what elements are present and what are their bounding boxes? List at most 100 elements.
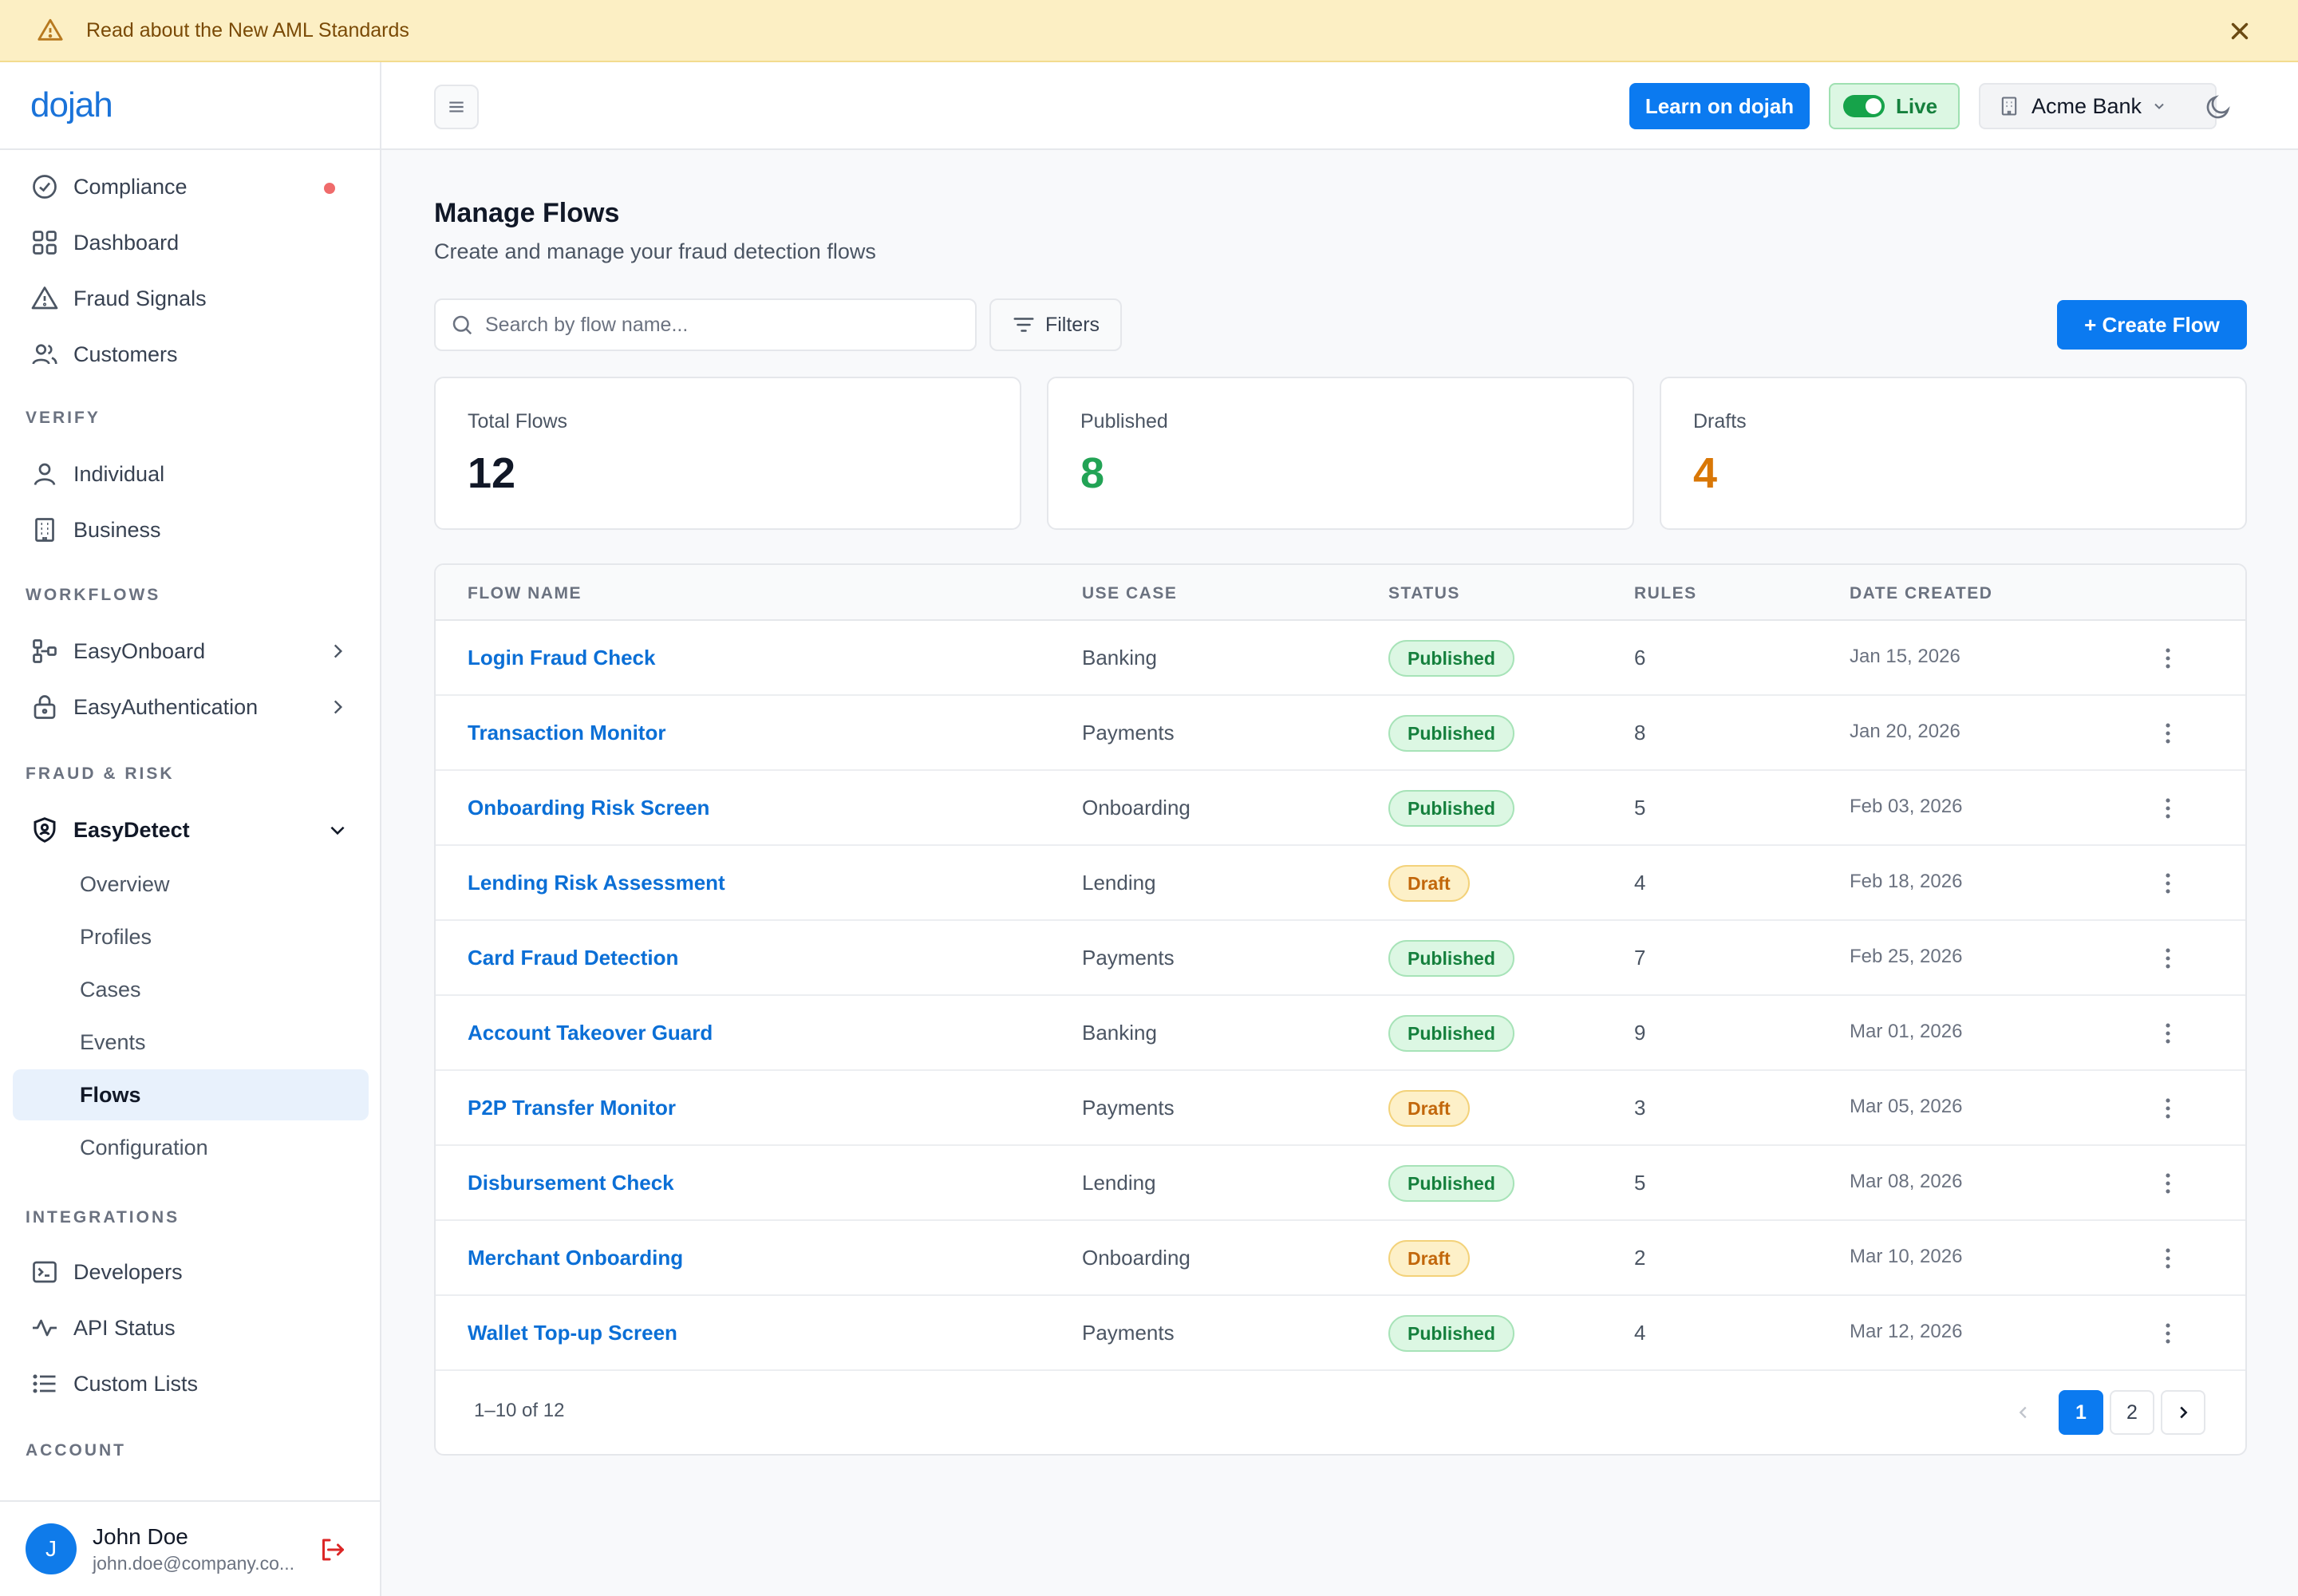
sidebar-subitem-events[interactable]: Events xyxy=(80,1029,146,1054)
sidebar-item-individual[interactable]: Individual xyxy=(13,448,369,500)
more-options-icon[interactable] xyxy=(2154,645,2182,672)
flow-name-link[interactable]: Merchant Onboarding xyxy=(468,1246,684,1270)
column-header-date-created[interactable]: DATE CREATED xyxy=(1850,584,1993,602)
sidebar-subitem-cases[interactable]: Cases xyxy=(80,977,141,1001)
sidebar-item-developers[interactable]: Developers xyxy=(13,1246,369,1298)
organization-select[interactable]: Acme Bank xyxy=(1979,83,2217,129)
sidebar-item-label: Customers xyxy=(73,342,178,366)
more-options-icon[interactable] xyxy=(2154,1245,2182,1272)
table-row[interactable]: Card Fraud Detection Payments Published 7 Fe… xyxy=(436,921,2245,996)
table-footer: 1–10 of 12 1 2 xyxy=(436,1369,2245,1454)
search-input[interactable] xyxy=(485,313,948,337)
sidebar-item-custom-lists[interactable]: Custom Lists xyxy=(13,1358,369,1409)
banner-link[interactable]: Read about the New AML Standards xyxy=(86,18,409,41)
sidebar-item-label: Developers xyxy=(73,1259,183,1284)
page-button-1[interactable]: 1 xyxy=(2059,1390,2103,1435)
create-flow-button[interactable]: + Create Flow xyxy=(2057,300,2247,350)
more-options-icon[interactable] xyxy=(2154,1320,2182,1347)
filters-button[interactable]: Filters xyxy=(989,298,1122,351)
flow-name-link[interactable]: Disbursement Check xyxy=(468,1171,674,1195)
flow-name-link[interactable]: Onboarding Risk Screen xyxy=(468,796,710,820)
flow-name-link[interactable]: Login Fraud Check xyxy=(468,646,656,670)
column-header-use-case[interactable]: USE CASE xyxy=(1082,584,1178,602)
stat-card-published: Published 8 xyxy=(1047,377,1634,530)
page-button-2[interactable]: 2 xyxy=(2110,1390,2154,1435)
sidebar-item-customers[interactable]: Customers xyxy=(13,329,369,380)
close-icon[interactable] xyxy=(2226,18,2253,45)
sidebar-item-fraud-signals[interactable]: Fraud Signals xyxy=(13,273,369,324)
sidebar-subitem-overview[interactable]: Overview xyxy=(80,871,170,896)
filter-icon xyxy=(1013,318,1034,332)
more-options-icon[interactable] xyxy=(2154,945,2182,972)
main-content: Manage Flows Create and manage your frau… xyxy=(381,150,2298,1596)
chevron-right-icon xyxy=(334,644,343,658)
status-badge: Published xyxy=(1388,790,1514,827)
organization-name: Acme Bank xyxy=(2031,93,2142,118)
more-options-icon[interactable] xyxy=(2154,870,2182,897)
table-row[interactable]: Login Fraud Check Banking Published 6 Jan 15… xyxy=(436,621,2245,696)
sidebar-item-label: Business xyxy=(73,517,161,542)
date-created-cell: Jan 15, 2026 xyxy=(1850,646,1960,667)
building-icon xyxy=(2001,97,2017,116)
rules-count-cell: 9 xyxy=(1634,1021,1646,1045)
sidebar-item-easyauthentication[interactable]: EasyAuthentication xyxy=(13,681,369,733)
date-created-cell: Feb 03, 2026 xyxy=(1850,796,1963,817)
status-badge: Draft xyxy=(1388,1090,1470,1127)
flow-name-link[interactable]: Lending Risk Assessment xyxy=(468,871,725,895)
flow-name-link[interactable]: Card Fraud Detection xyxy=(468,946,679,970)
more-options-icon[interactable] xyxy=(2154,795,2182,822)
notification-dot xyxy=(324,183,335,194)
table-row[interactable]: Onboarding Risk Screen Onboarding Publishe… xyxy=(436,771,2245,846)
sidebar-item-dashboard[interactable]: Dashboard xyxy=(13,217,369,268)
warning-icon xyxy=(31,286,58,310)
column-header-rules[interactable]: RULES xyxy=(1634,584,1697,602)
sidebar-subitem-configuration[interactable]: Configuration xyxy=(80,1135,208,1159)
table-row[interactable]: Lending Risk Assessment Lending Draft 4 Feb … xyxy=(436,846,2245,921)
stat-label: Total Flows xyxy=(468,410,568,433)
use-case-cell: Banking xyxy=(1082,1021,1157,1045)
prev-page-button[interactable] xyxy=(2001,1390,2046,1435)
sidebar-item-label: EasyOnboard xyxy=(73,638,206,663)
rules-count-cell: 3 xyxy=(1634,1096,1646,1120)
more-options-icon[interactable] xyxy=(2154,720,2182,747)
table-row[interactable]: Merchant Onboarding Onboarding Draft 2 Mar 1… xyxy=(436,1221,2245,1296)
sidebar-item-easyonboard[interactable]: EasyOnboard xyxy=(13,626,369,677)
status-badge: Published xyxy=(1388,715,1514,752)
sidebar-item-easydetect[interactable]: EasyDetect xyxy=(13,804,369,855)
table-row[interactable]: P2P Transfer Monitor Payments Draft 3 Mar 05… xyxy=(436,1071,2245,1146)
building-icon xyxy=(35,518,54,542)
warning-icon xyxy=(38,18,63,41)
section-verify: VERIFY xyxy=(26,409,101,427)
flow-icon xyxy=(33,639,57,663)
flow-name-link[interactable]: Account Takeover Guard xyxy=(468,1021,713,1045)
flow-name-link[interactable]: Transaction Monitor xyxy=(468,721,666,745)
page-subtitle: Create and manage your fraud detection f… xyxy=(434,239,876,263)
sidebar-subitem-profiles[interactable]: Profiles xyxy=(80,924,152,949)
table-row[interactable]: Account Takeover Guard Banking Published 9 M… xyxy=(436,996,2245,1071)
menu-toggle-button[interactable] xyxy=(434,85,479,129)
sidebar-item-business[interactable]: Business xyxy=(13,504,369,555)
column-header-flow-name[interactable]: FLOW NAME xyxy=(468,584,582,602)
logout-icon[interactable] xyxy=(318,1535,346,1564)
live-mode-toggle[interactable]: Live xyxy=(1829,83,1960,129)
avatar[interactable]: J xyxy=(26,1523,77,1574)
flow-name-link[interactable]: Wallet Top-up Screen xyxy=(468,1321,677,1345)
table-row[interactable]: Disbursement Check Lending Published 5 Mar 0… xyxy=(436,1146,2245,1221)
more-options-icon[interactable] xyxy=(2154,1095,2182,1122)
moon-icon[interactable] xyxy=(2204,93,2233,121)
dojah-logo[interactable]: dojah xyxy=(30,85,113,124)
status-badge: Published xyxy=(1388,1015,1514,1052)
sidebar-item-compliance[interactable]: Compliance xyxy=(13,161,369,212)
sidebar-item-api-status[interactable]: API Status xyxy=(13,1302,369,1353)
column-header-status[interactable]: STATUS xyxy=(1388,584,1460,602)
table-row[interactable]: Transaction Monitor Payments Published 8 Jan… xyxy=(436,696,2245,771)
users-icon xyxy=(32,344,57,365)
more-options-icon[interactable] xyxy=(2154,1170,2182,1197)
more-options-icon[interactable] xyxy=(2154,1020,2182,1047)
sidebar-subitem-flows[interactable]: Flows xyxy=(13,1069,369,1120)
learn-on-dojah-button[interactable]: Learn on dojah xyxy=(1629,83,1810,129)
next-page-button[interactable] xyxy=(2161,1390,2205,1435)
table-header: FLOW NAME USE CASE STATUS RULES DATE CRE… xyxy=(436,565,2245,621)
flow-name-link[interactable]: P2P Transfer Monitor xyxy=(468,1096,677,1120)
table-row[interactable]: Wallet Top-up Screen Payments Published 4 Ma… xyxy=(436,1296,2245,1371)
